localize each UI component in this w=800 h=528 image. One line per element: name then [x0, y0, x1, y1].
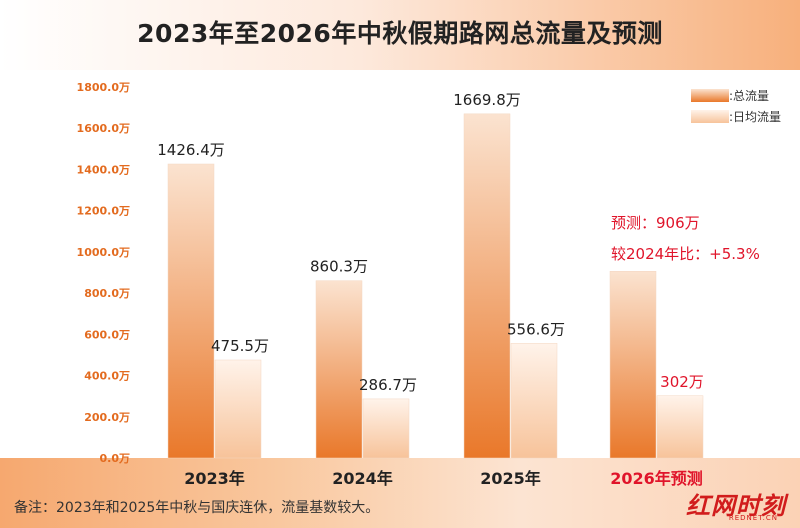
bar-total-2: [463, 113, 511, 459]
prediction-value-label: 预测：906万: [611, 214, 700, 232]
y-tick-label: 800.0万: [84, 287, 130, 300]
y-tick-label: 1400.0万: [77, 163, 130, 176]
legend-swatch: [691, 89, 729, 102]
y-tick-label: 1200.0万: [77, 205, 130, 218]
x-tick-label: 2025年: [480, 469, 541, 488]
x-tick-label: 2026年预测: [610, 469, 703, 488]
legend-swatch: [691, 110, 729, 123]
y-tick-label: 1800.0万: [77, 81, 130, 94]
y-tick-label: 1000.0万: [77, 246, 130, 259]
bars: [167, 113, 704, 459]
data-label: 1426.4万: [157, 141, 225, 159]
title-bar: [0, 0, 800, 70]
data-label: 1669.8万: [453, 91, 521, 109]
y-axis: 0.0万 200.0万 400.0万 600.0万 800.0万 1000.0万 1200.…: [77, 81, 130, 465]
legend-label: :日均流量: [729, 110, 781, 124]
bar-daily-2: [510, 343, 558, 459]
bottom-band: [0, 458, 800, 528]
bar-daily-3: [656, 395, 704, 459]
y-tick-label: 600.0万: [84, 328, 130, 341]
chart-title: 2023年至2026年中秋假期路网总流量及预测: [137, 19, 663, 48]
data-label: 556.6万: [507, 320, 565, 338]
logo: 红网时刻: [686, 492, 786, 520]
data-label: 475.5万: [211, 337, 269, 355]
prediction-growth-label: 较2024年比：+5.3%: [611, 245, 760, 263]
bar-daily-1: [362, 398, 410, 459]
x-tick-label: 2024年: [332, 469, 393, 488]
bar-total-3: [609, 271, 657, 459]
y-tick-label: 200.0万: [84, 411, 130, 424]
legend-label: :总流量: [729, 89, 769, 103]
y-tick-label: 0.0万: [100, 452, 131, 465]
data-label: 860.3万: [310, 258, 368, 276]
logo-subtext: REDNET.CN: [728, 514, 778, 522]
bar-total-1: [315, 280, 363, 459]
x-axis: 2023年 2024年 2025年 2026年预测: [184, 469, 703, 488]
footnote: 备注：2023年和2025年中秋与国庆连休，流量基数较大。: [14, 500, 380, 516]
data-label: 302万: [660, 373, 704, 391]
x-tick-label: 2023年: [184, 469, 245, 488]
bar-daily-0: [214, 359, 262, 459]
data-label: 286.7万: [359, 376, 417, 394]
legend: :总流量 :日均流量: [691, 89, 781, 124]
data-labels: 1426.4万 475.5万 860.3万 286.7万 1669.8万 556.6万 30…: [157, 91, 704, 394]
y-tick-label: 400.0万: [84, 370, 130, 383]
bar-total-0: [167, 163, 215, 459]
y-tick-label: 1600.0万: [77, 122, 130, 135]
